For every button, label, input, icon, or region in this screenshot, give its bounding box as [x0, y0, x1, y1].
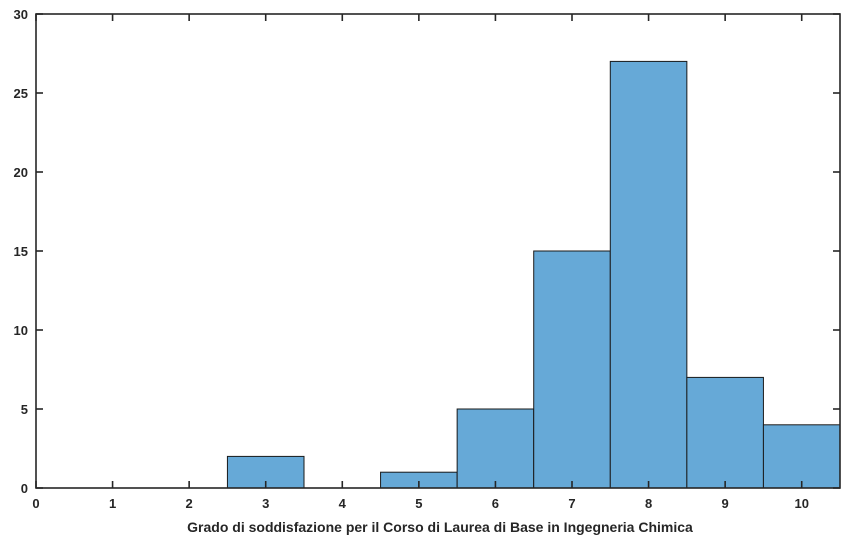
y-tick-label: 25	[14, 86, 28, 101]
y-tick-label: 20	[14, 165, 28, 180]
histogram-bar-7	[533, 250, 611, 489]
x-tick-label: 7	[568, 496, 575, 511]
y-tick-label: 10	[14, 323, 28, 338]
x-tick-label: 8	[645, 496, 652, 511]
x-tick-label: 1	[109, 496, 116, 511]
x-axis-title: Grado di soddisfazione per il Corso di L…	[187, 519, 693, 535]
histogram-bar-8	[609, 60, 688, 489]
histogram-bar-6	[456, 408, 535, 489]
x-tick-label: 5	[415, 496, 422, 511]
y-tick-label: 15	[14, 244, 28, 259]
histogram-bar-10	[762, 424, 841, 489]
y-tick-label: 5	[21, 402, 28, 417]
y-tick-label: 0	[21, 481, 28, 496]
x-tick-label: 4	[339, 496, 347, 511]
y-tick-label: 30	[14, 7, 28, 22]
histogram-bar-9	[686, 376, 764, 489]
bars-layer	[226, 60, 841, 489]
x-tick-label: 3	[262, 496, 269, 511]
x-tick-label: 2	[186, 496, 193, 511]
x-tick-label: 10	[794, 496, 808, 511]
x-tick-label: 6	[492, 496, 499, 511]
labels-layer: 0 1 2 3 4 5 6 7 8 9 10 0 5 10 15 20 25 30	[14, 7, 809, 511]
axes-layer	[35, 13, 841, 489]
x-tick-label: 0	[32, 496, 39, 511]
x-tick-label: 9	[722, 496, 729, 511]
